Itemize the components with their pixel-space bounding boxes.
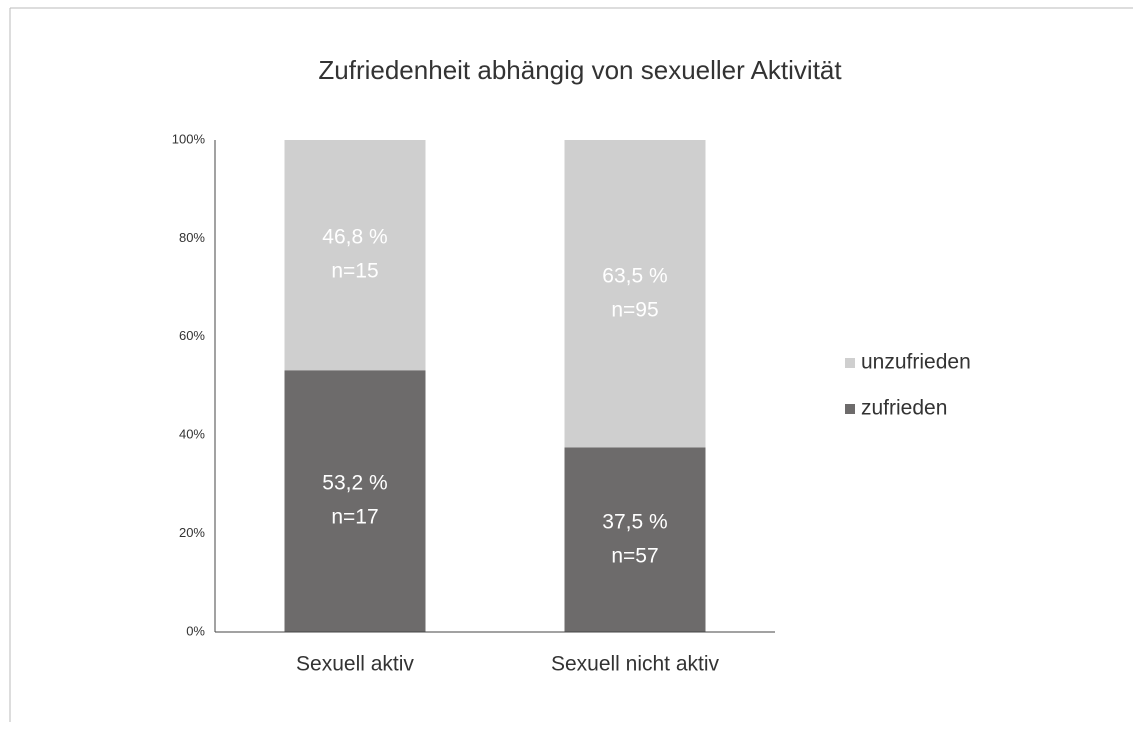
data-label: 46,8 % xyxy=(322,226,387,249)
y-tick-label: 0% xyxy=(186,623,205,638)
bar-segment xyxy=(284,140,426,371)
bar-segment xyxy=(564,140,706,448)
plot-area xyxy=(284,140,706,632)
legend-label: zufrieden xyxy=(861,397,947,420)
legend-swatch xyxy=(845,404,855,414)
legend-swatch xyxy=(845,358,855,368)
data-label: 37,5 % xyxy=(602,510,667,533)
chart-title: Zufriedenheit abhängig von sexueller Akt… xyxy=(318,55,842,85)
data-label-n: n=15 xyxy=(331,260,378,283)
data-label-n: n=57 xyxy=(611,544,658,567)
legend-label: unzufrieden xyxy=(861,351,971,374)
y-tick-label: 80% xyxy=(179,230,205,245)
y-tick-label: 20% xyxy=(179,525,205,540)
y-tick-label: 40% xyxy=(179,427,205,442)
bar-segment xyxy=(284,370,426,632)
y-tick-label: 100% xyxy=(172,131,206,146)
x-tick-label: Sexuell aktiv xyxy=(296,653,414,676)
data-label: 63,5 % xyxy=(602,264,667,287)
data-label: 53,2 % xyxy=(322,472,387,495)
bar-segment xyxy=(564,447,706,632)
x-tick-label: Sexuell nicht aktiv xyxy=(551,653,720,676)
data-label-n: n=17 xyxy=(331,506,378,529)
data-label-n: n=95 xyxy=(611,298,658,321)
y-tick-label: 60% xyxy=(179,328,205,343)
